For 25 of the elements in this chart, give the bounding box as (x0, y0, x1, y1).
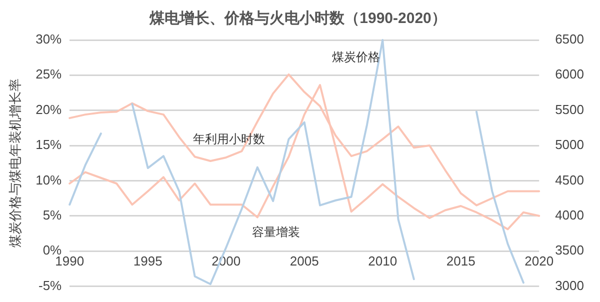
series-label: 煤炭价格 (332, 50, 380, 64)
y-tick-label: 15% (36, 137, 62, 152)
y2-tick-label: 5000 (555, 137, 584, 152)
y2-tick-label: 3500 (555, 242, 584, 258)
x-tick-label: 2020 (524, 253, 554, 268)
y2-tick-label: 4500 (555, 172, 584, 188)
y-tick-label: -5% (38, 278, 62, 293)
y2-tick-label: 3000 (555, 278, 584, 293)
chart-title: 煤电增长、价格与火电小时数（1990-2020） (148, 10, 446, 28)
y-tick-label: 5% (42, 207, 62, 222)
y2-tick-label: 4000 (555, 207, 584, 222)
x-tick-label: 2010 (368, 253, 398, 268)
x-tick-label: 2015 (446, 253, 476, 268)
x-tick-label: 1995 (133, 253, 162, 268)
y-tick-label: 25% (36, 66, 62, 82)
y2-tick-label: 5500 (555, 102, 584, 117)
x-tick-label: 2005 (290, 253, 319, 268)
y-tick-label: 20% (36, 102, 62, 117)
series-label: 容量增装 (252, 225, 300, 240)
y-axis-title: 煤炭价格与煤电年装机增长率 (7, 78, 22, 248)
series-label: 年利用小时数 (193, 132, 266, 146)
y-tick-label: 10% (36, 172, 62, 188)
y2-tick-label: 6500 (555, 32, 584, 47)
y2-tick-label: 6000 (555, 66, 584, 82)
y-tick-label: 30% (36, 32, 62, 47)
